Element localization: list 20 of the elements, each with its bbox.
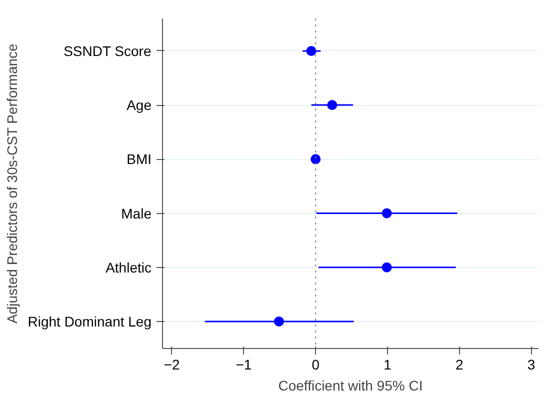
x-axis-title: Coefficient with 95% CI (278, 378, 423, 394)
y-tick-label: SSNDT Score (64, 42, 152, 59)
y-tick-label: Right Dominant Leg (28, 313, 152, 330)
x-tick-label: 3 (527, 356, 536, 372)
x-tick-label: 0 (312, 356, 320, 372)
point (274, 316, 284, 326)
x-tick-label: −2 (164, 356, 180, 372)
y-tick-label: BMI (126, 151, 152, 168)
y-tick-label: Age (126, 97, 152, 114)
point (306, 46, 316, 56)
y-tick-label: Athletic (106, 259, 152, 276)
x-tick-label: 1 (384, 356, 392, 372)
point (310, 154, 321, 164)
y-tick-label: Male (121, 205, 152, 222)
point (327, 100, 338, 110)
x-tick-label: 2 (456, 356, 464, 372)
point (382, 208, 392, 218)
point (382, 262, 392, 272)
y-axis-title: Adjusted Predictors of 30s-CST Performance (4, 43, 20, 324)
x-tick-label: −1 (236, 356, 252, 372)
